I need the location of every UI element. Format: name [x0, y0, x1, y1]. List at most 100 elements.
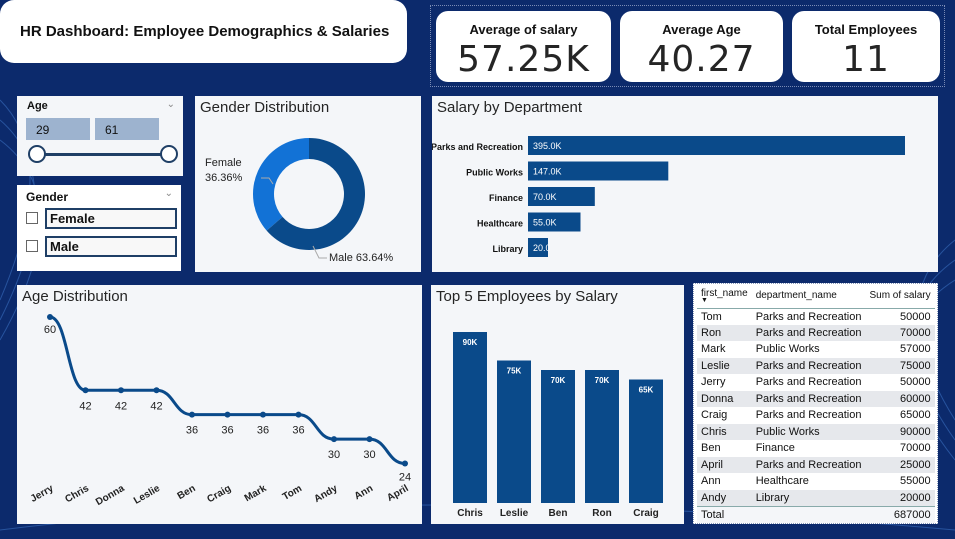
- data-point: [47, 314, 53, 320]
- x-axis-label: Andy: [312, 483, 340, 505]
- x-axis-label: Tom: [281, 483, 304, 503]
- female-pct-label: 36.36%: [205, 172, 243, 184]
- gender-donut-chart: Female 36.36% Male 63.64%: [205, 138, 393, 264]
- male-option[interactable]: Male: [45, 236, 177, 257]
- kpi-label: Average of salary: [469, 22, 578, 37]
- data-point: [82, 387, 89, 394]
- table-row[interactable]: Ron Parks and Recreation 70000: [697, 324, 935, 341]
- x-axis-label: Craig: [205, 483, 233, 505]
- x-axis-label: Ben: [549, 508, 568, 519]
- data-label: 70.0K: [533, 192, 557, 202]
- cell-salary: 25000: [865, 456, 935, 473]
- cell-department: Public Works: [755, 343, 820, 356]
- table-row[interactable]: Jerry Parks and Recreation 50000: [697, 374, 935, 391]
- table-row[interactable]: Andy Library 20000: [697, 489, 935, 506]
- table-row[interactable]: Leslie Parks and Recreation 75000: [697, 357, 935, 374]
- female-option[interactable]: Female: [45, 208, 177, 229]
- bar-chris: [453, 332, 487, 503]
- category-label: Parks and Recreation: [432, 142, 523, 152]
- cell-salary: 70000: [865, 324, 935, 341]
- slider-handle-min[interactable]: [28, 145, 46, 163]
- x-axis-label: Leslie: [132, 483, 162, 507]
- kpi-value: 40.27: [647, 39, 756, 80]
- slice-female[interactable]: [253, 138, 309, 231]
- age-max-input[interactable]: 61: [95, 118, 159, 140]
- data-label: 70K: [595, 376, 610, 385]
- panel-title: Top 5 Employees by Salary: [436, 288, 618, 305]
- data-label: 42: [150, 400, 162, 412]
- cell-department: Public Works: [751, 423, 866, 440]
- table-row[interactable]: Chris Public Works 90000: [697, 423, 935, 440]
- data-point: [224, 411, 231, 418]
- cell-first-name: Jerry: [701, 376, 726, 389]
- male-checkbox[interactable]: [26, 240, 38, 252]
- table-row[interactable]: April Parks and Recreation 25000: [697, 456, 935, 473]
- data-label: 90K: [463, 338, 478, 347]
- x-axis-label: Ann: [353, 483, 375, 502]
- bar-craig: [629, 379, 663, 503]
- table-row[interactable]: Ben Finance 70000: [697, 440, 935, 457]
- age-distribution-panel: Age Distribution 60 Jerry 42 Chris 42 Donna 42…: [17, 285, 422, 524]
- cell-salary: 50000: [900, 376, 931, 389]
- kpi-average-age: Average Age 40.27: [620, 11, 783, 82]
- data-point: [260, 411, 266, 418]
- cell-salary: 60000: [865, 390, 935, 407]
- data-point: [331, 436, 337, 443]
- data-label: 60: [44, 324, 56, 336]
- cell-department: Parks and Recreation: [751, 324, 866, 341]
- data-label: 36: [257, 425, 269, 437]
- data-label: 30: [363, 449, 375, 461]
- x-axis-label: Craig: [633, 508, 659, 519]
- data-label: 36: [221, 425, 233, 437]
- slice-male[interactable]: [266, 138, 365, 250]
- data-point: [402, 460, 408, 467]
- data-label: 55.0K: [533, 218, 557, 228]
- kpi-total-employees: Total Employees 11: [792, 11, 940, 82]
- category-label: Public Works: [466, 168, 523, 178]
- chevron-down-icon[interactable]: ⌄: [166, 99, 175, 110]
- data-label: 75K: [507, 367, 522, 376]
- column-header-first-name[interactable]: first_name ▼: [697, 284, 752, 309]
- cell-first-name: Craig: [701, 409, 728, 422]
- x-axis-label: Mark: [243, 483, 269, 504]
- cell-department: Finance: [755, 442, 795, 455]
- age-line: [49, 315, 406, 466]
- panel-title: Salary by Department: [437, 99, 583, 116]
- bar-library: [528, 238, 548, 257]
- kpi-label: Total Employees: [814, 22, 918, 37]
- age-min-input[interactable]: 29: [26, 118, 90, 140]
- cell-department: Parks and Recreation: [751, 456, 866, 473]
- gender-slicer: Gender ⌄ Female Male: [17, 185, 181, 271]
- chevron-down-icon[interactable]: ⌄: [164, 188, 173, 199]
- dashboard-title: HR Dashboard: Employee Demographics & Sa…: [0, 0, 407, 63]
- column-header-salary[interactable]: Sum of salary: [865, 284, 935, 309]
- gender-slicer-title: Gender: [26, 190, 69, 204]
- x-axis-label: Leslie: [500, 508, 529, 519]
- cell-empty: [751, 505, 866, 523]
- slider-handle-max[interactable]: [160, 145, 178, 163]
- cell-salary: 20000: [865, 489, 935, 506]
- cell-department: Parks and Recreation: [755, 310, 862, 323]
- table-row[interactable]: Ann Healthcare 55000: [697, 473, 935, 490]
- kpi-group: [430, 5, 945, 87]
- table-row[interactable]: Mark Public Works 57000: [697, 341, 935, 358]
- cell-department: Parks and Recreation: [755, 376, 862, 389]
- sort-desc-icon[interactable]: ▼: [701, 297, 708, 305]
- age-distribution-chart: 60 Jerry 42 Chris 42 Donna 42 Leslie 36 Ben 36 Crai…: [29, 314, 411, 508]
- table-row[interactable]: Donna Parks and Recreation 60000: [697, 390, 935, 407]
- total-row: Total 687000: [697, 505, 935, 523]
- cell-salary: 65000: [900, 409, 931, 422]
- female-checkbox[interactable]: [26, 212, 38, 224]
- data-point: [366, 436, 373, 443]
- table-row[interactable]: Tom Parks and Recreation 50000: [697, 308, 935, 325]
- cell-salary: 50000: [900, 310, 931, 323]
- column-header-department[interactable]: department_name: [751, 284, 866, 309]
- table-row[interactable]: Craig Parks and Recreation 65000: [697, 407, 935, 424]
- category-label: Healthcare: [477, 219, 523, 229]
- cell-department: Parks and Recreation: [751, 357, 866, 374]
- data-label: 36: [292, 425, 304, 437]
- x-axis-label: Chris: [63, 483, 91, 506]
- data-point: [295, 411, 302, 418]
- salary-by-department-panel: Salary by Department Parks and Recreatio…: [432, 96, 938, 272]
- gender-distribution-panel: Gender Distribution Female 36.36% Male 6…: [195, 96, 421, 272]
